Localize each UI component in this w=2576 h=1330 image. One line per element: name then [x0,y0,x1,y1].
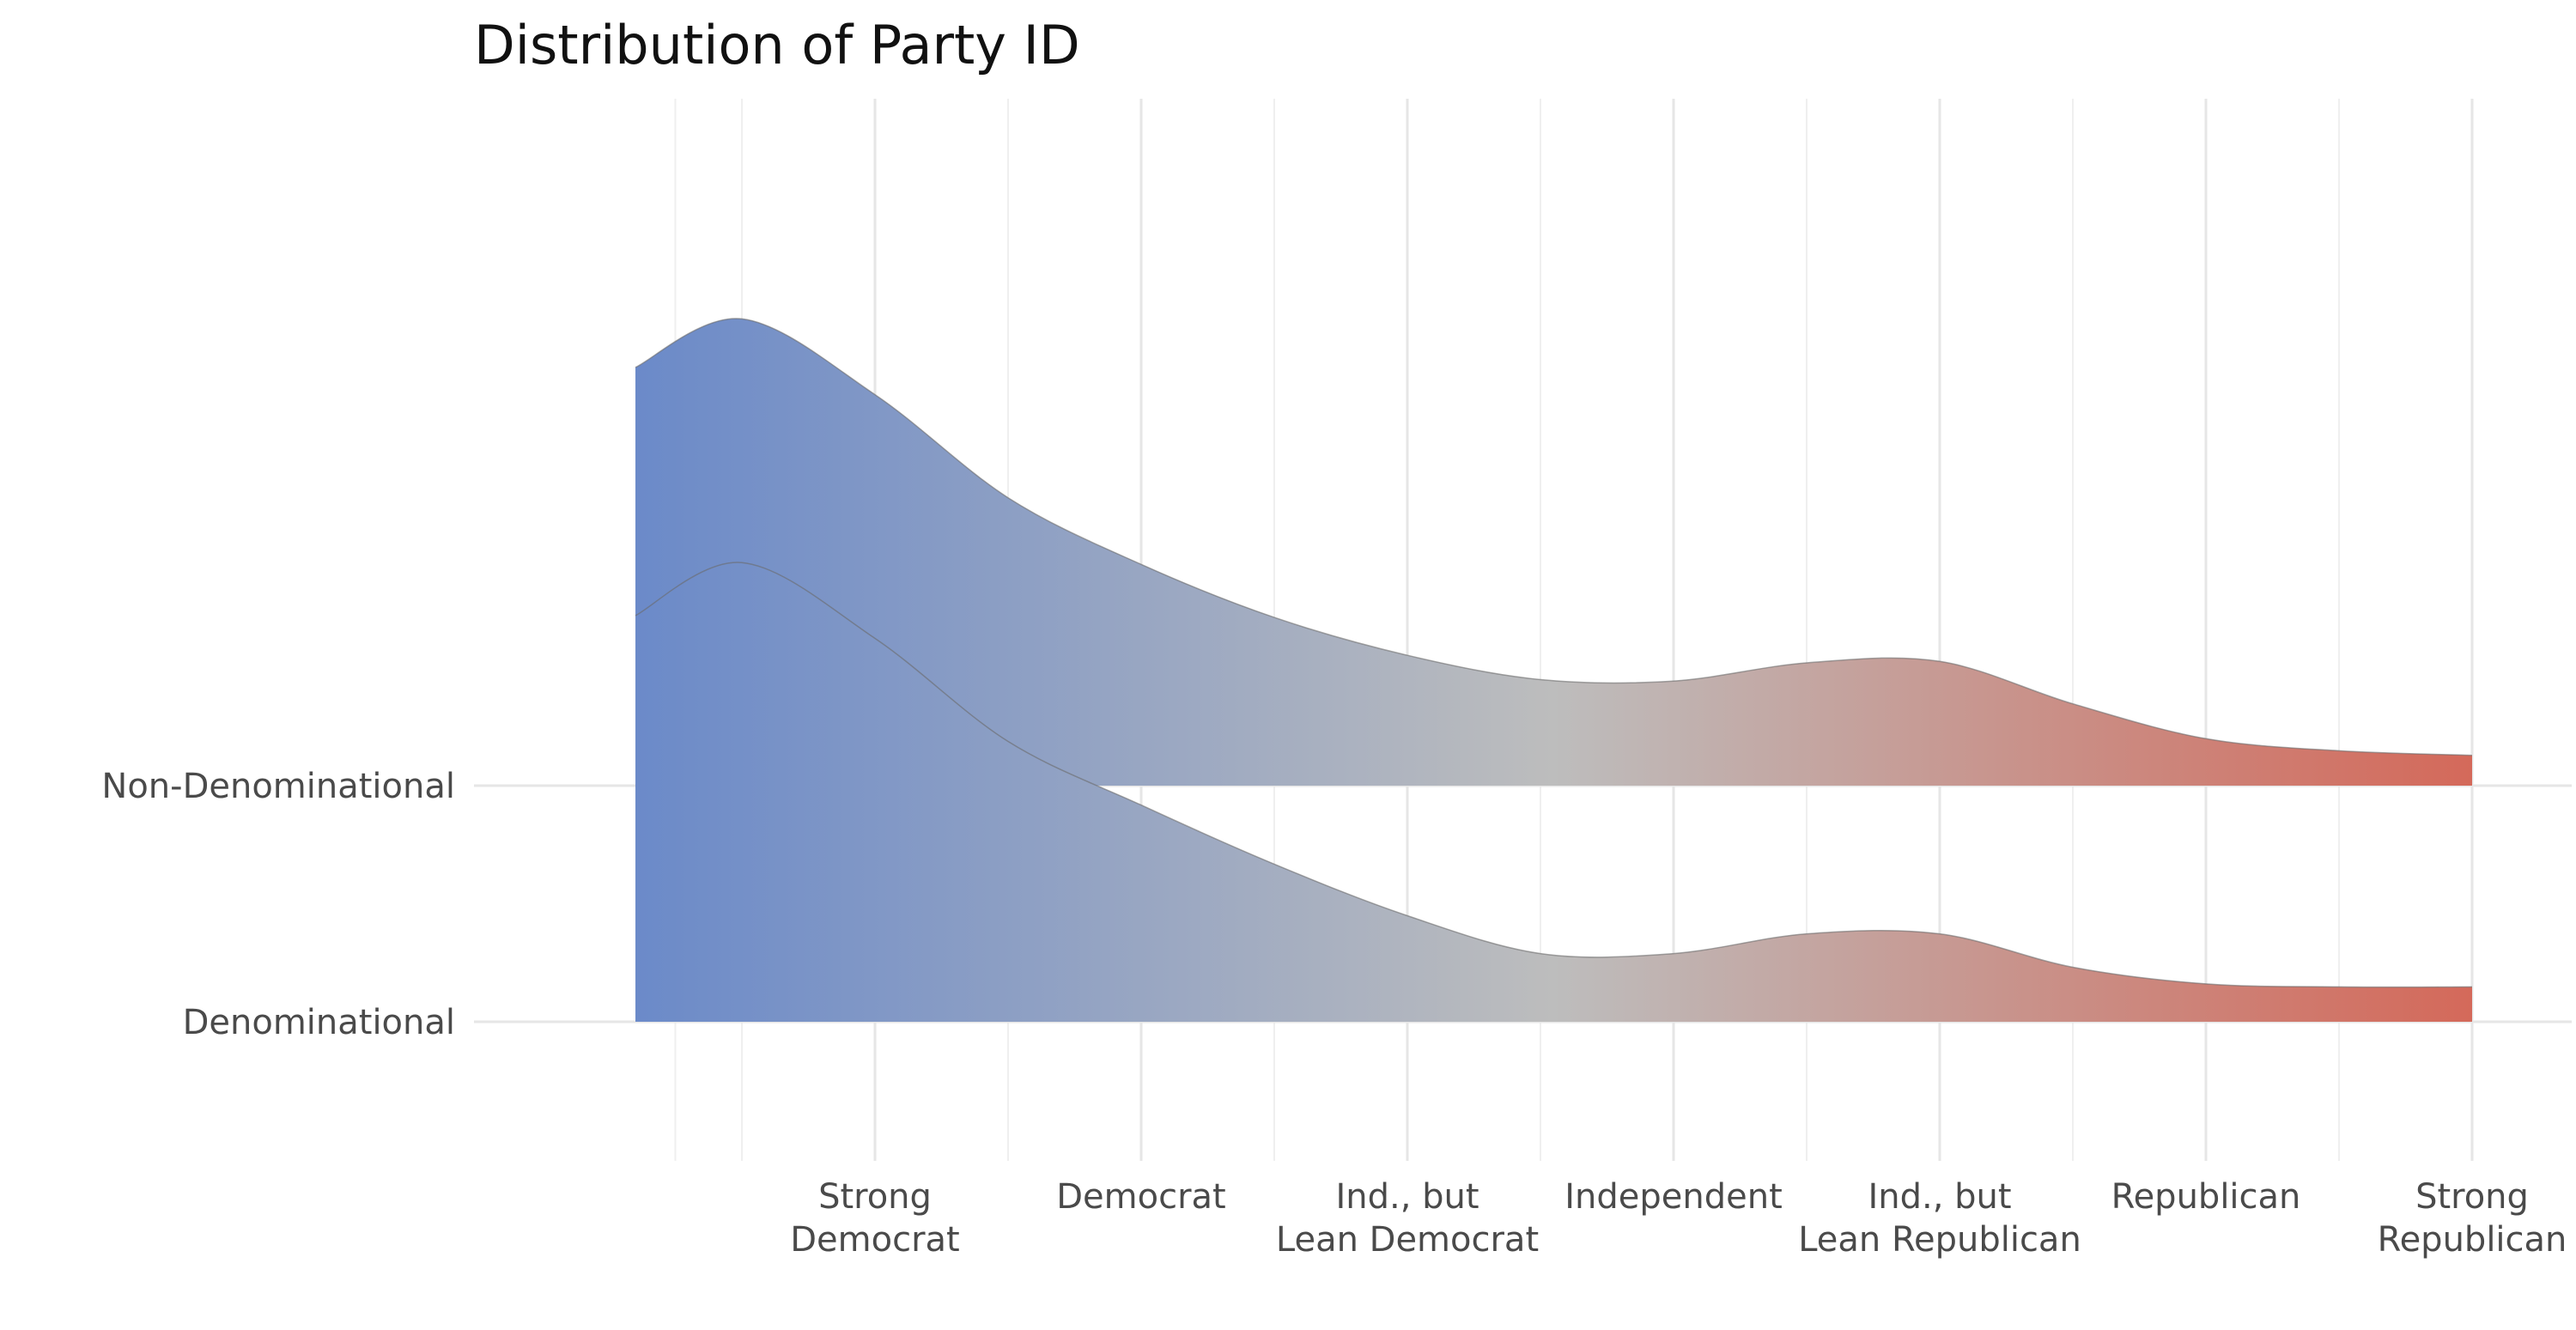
y-tick-label: Non-Denominational [101,767,455,806]
x-tick-label: Republican [2111,1177,2301,1217]
x-axis-tick-labels: Strong Democrat Democrat Ind., but Lean Demo… [790,1177,2567,1260]
ridge-area-non-denominational [635,319,2472,786]
x-tick-label: Independent [1564,1177,1783,1217]
y-tick-label: Denominational [183,1003,455,1042]
x-tick-label: Ind., but Lean Democrat [1276,1177,1539,1260]
chart-title: Distribution of Party ID [474,14,1080,76]
ridge-area-denominational [635,562,2472,1022]
x-tick-label: Ind., but Lean Republican [1798,1177,2081,1260]
x-tick-label: Democrat [1056,1177,1225,1217]
x-tick-label: Strong Democrat [790,1177,959,1260]
ridge-outline-non-denominational [635,318,2473,756]
y-axis-tick-labels: Denominational Non-Denominational [101,767,455,1042]
x-tick-label: Strong Republican [2378,1177,2567,1260]
ridge-outline-denominational [635,562,2473,988]
ridges [635,318,2473,1022]
